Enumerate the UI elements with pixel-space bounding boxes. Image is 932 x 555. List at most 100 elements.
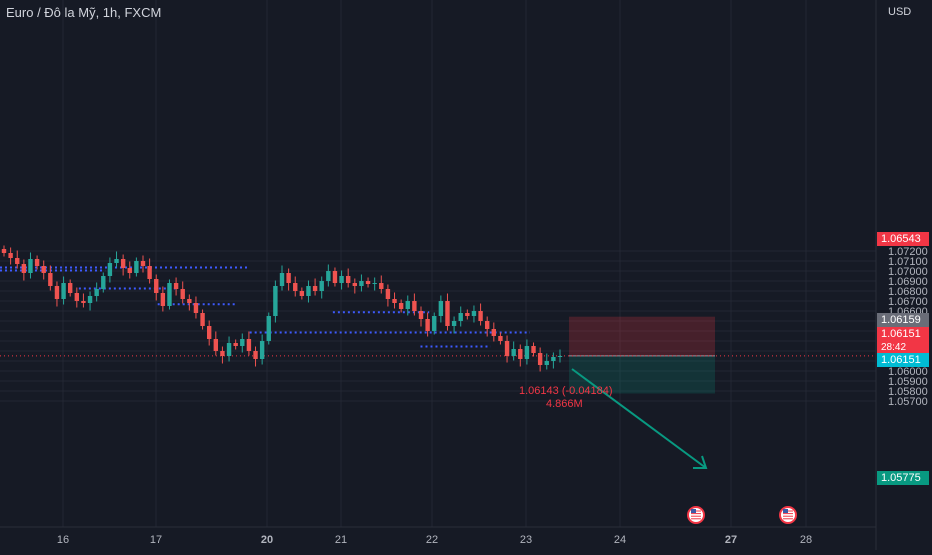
candle-body [319,281,324,291]
candle-body [220,351,225,356]
candle-body [253,351,258,359]
candle-body [180,289,185,299]
candle-body [432,316,437,331]
candle-body [114,259,119,263]
candle-body [34,259,40,266]
candle-body [134,261,139,273]
y-tick-label: 1.06700 [888,296,928,308]
candle-body [94,289,99,296]
x-tick-label: 23 [520,534,532,546]
candle-body [107,263,113,276]
candle-body [438,301,444,316]
marker-price-tag: 1.06159 [877,313,929,327]
candle-body [120,259,126,268]
x-tick-label: 24 [614,534,626,546]
y-tick-label: 1.05700 [888,396,928,408]
y-tick-label: 1.07200 [888,246,928,258]
candle-body [425,319,430,331]
candle-body [48,273,53,286]
candle-body [140,261,146,266]
candle-body [213,339,219,351]
candle-body [74,293,80,301]
candle-body [379,283,384,289]
candle-body [359,281,364,286]
candle-body [312,286,318,291]
candle-body [551,357,556,361]
candle-body [1,249,7,253]
candle-body [465,313,470,316]
y-tick-label: 1.07000 [888,266,928,278]
candle-body [332,271,338,283]
x-tick-label: 21 [335,534,347,546]
y-tick-label: 1.06900 [888,276,928,288]
candle-body [187,299,192,303]
us-flag-icon [779,506,797,524]
candle-body [451,321,457,326]
entry-price-tag: 1.06151 [877,353,929,367]
stop-price-tag: 1.06543 [877,232,929,246]
candle-body [147,266,152,279]
candle-body [544,361,549,365]
candle-body [306,286,311,296]
candle-body [372,283,377,284]
position-annotation-volume: 4.866M [546,398,583,410]
candle-body [28,259,33,273]
candle-body [445,301,450,326]
y-tick-label: 1.05800 [888,386,928,398]
candle-body [87,296,93,303]
candle-body [471,311,477,316]
y-tick-label: 1.05900 [888,376,928,388]
candle-body [206,326,212,339]
us-flag-icon-canton [783,509,788,513]
target-price-tag: 1.05775 [877,471,929,485]
candle-body [418,311,424,319]
take-profit-zone [569,355,715,394]
candle-body [259,341,265,359]
x-tick-label: 27 [725,534,737,546]
candle-body [226,343,232,356]
candle-body [200,313,205,326]
candle-body [173,283,179,289]
x-tick-label: 17 [150,534,162,546]
candle-body [478,311,483,321]
candle-body [412,301,417,311]
candle-body [398,303,404,309]
candle-body [557,356,563,357]
candle-body [54,286,60,299]
candle-body [392,299,397,303]
candle-body [498,336,503,341]
bar-countdown-tag: 28:42 [877,341,929,355]
candle-body [246,339,252,351]
y-tick-label: 1.06800 [888,286,928,298]
current-price-tag: 1.06151 [877,327,929,341]
candle-body [15,258,20,264]
candle-body [233,343,238,346]
projection-arrow-head [693,455,708,469]
us-flag-icon-canton [691,509,696,513]
candle-body [167,283,172,306]
candle-body [240,339,245,346]
candle-body [504,341,510,356]
candle-body [352,283,358,286]
candle-body [405,301,410,309]
x-tick-label: 20 [261,534,273,546]
candle-body [524,346,530,359]
candle-body [160,293,166,306]
candle-body [365,281,371,284]
candle-body [21,264,27,273]
candle-body [273,286,278,316]
candle-body [286,273,291,283]
candle-body [127,268,132,273]
symbol-title[interactable]: Euro / Đô la Mỹ, 1h, FXCM [6,5,162,20]
candle-body [67,283,73,293]
candle-body [511,349,516,356]
candle-body [8,253,13,258]
candle-body [266,316,271,341]
stop-loss-zone [569,316,715,356]
y-tick-label: 1.06000 [888,366,928,378]
x-tick-label: 22 [426,534,438,546]
x-tick-label: 16 [57,534,69,546]
candle-body [279,273,285,286]
